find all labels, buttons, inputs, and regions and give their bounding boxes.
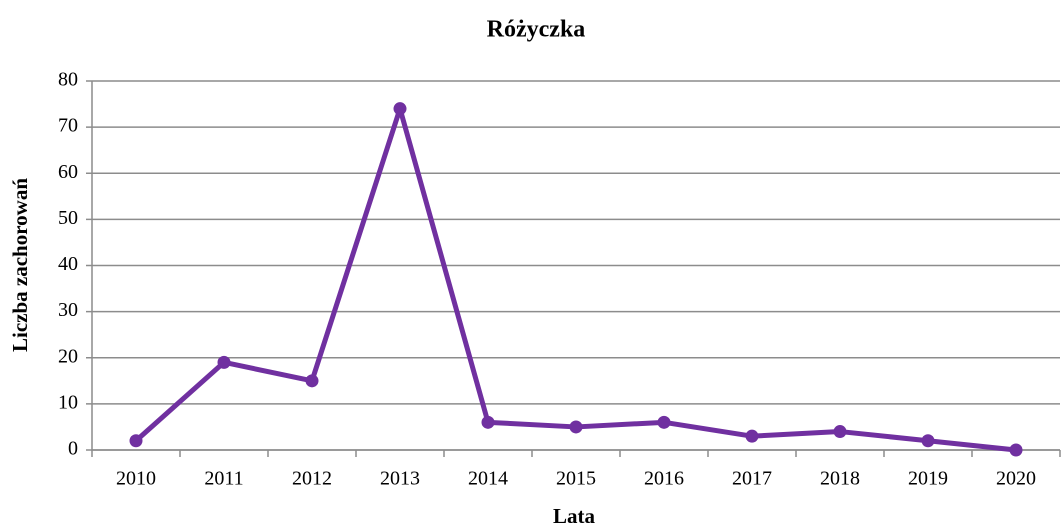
data-line	[134, 106, 1017, 453]
data-point	[833, 425, 847, 439]
x-tick-label: 2019	[908, 468, 948, 490]
x-tick-label: 2016	[644, 468, 684, 490]
y-tick-label: 60	[58, 161, 78, 183]
data-point	[305, 374, 319, 388]
x-tick-label: 2017	[732, 468, 772, 490]
data-point	[129, 434, 143, 448]
data-point	[569, 420, 583, 434]
data-point	[393, 102, 407, 116]
x-tick-label: 2020	[996, 468, 1036, 490]
data-point	[217, 355, 231, 369]
x-axis-label: Lata	[553, 504, 596, 528]
y-tick-label: 30	[58, 299, 78, 321]
data-point	[481, 415, 495, 429]
data-point	[921, 434, 935, 448]
y-axis-label: Liczba zachorowań	[8, 178, 32, 352]
data-point	[1009, 443, 1023, 457]
y-tick-label: 70	[58, 115, 78, 137]
y-tick-label: 10	[58, 391, 78, 413]
x-tick-label: 2018	[820, 468, 860, 490]
y-tick-label: 40	[58, 253, 78, 275]
x-tick-label: 2015	[556, 468, 596, 490]
x-tick-label: 2010	[116, 468, 156, 490]
x-tick-label: 2013	[380, 468, 420, 490]
x-tick-label: 2012	[292, 468, 332, 490]
x-tick-label: 2011	[204, 468, 243, 490]
x-tick-label: 2014	[468, 468, 508, 490]
data-point	[745, 429, 759, 443]
y-tick-label: 50	[58, 207, 78, 229]
chart-title: Różyczka	[487, 17, 586, 43]
y-tick-label: 80	[58, 69, 78, 91]
y-tick-label: 0	[68, 438, 78, 460]
y-tick-label: 20	[58, 345, 78, 367]
data-point	[657, 415, 671, 429]
